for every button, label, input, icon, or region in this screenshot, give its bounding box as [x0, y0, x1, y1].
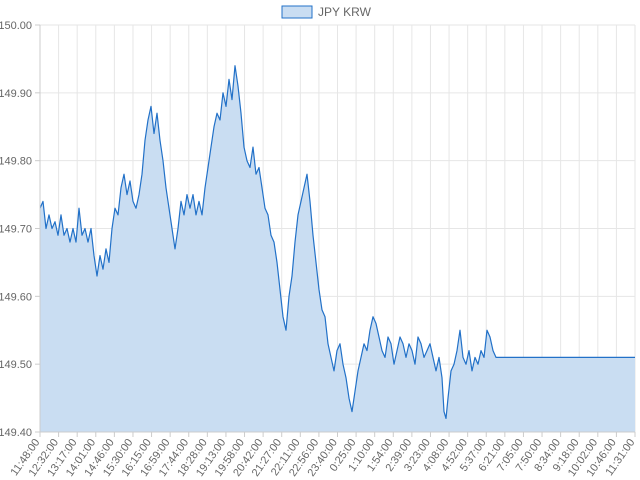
y-tick-label: 150.00 — [0, 20, 32, 32]
series-line — [39, 65, 635, 419]
legend-swatch — [281, 5, 313, 19]
legend-label: JPY KRW — [318, 5, 372, 19]
y-tick-label: 149.80 — [0, 156, 32, 168]
y-tick-label: 149.70 — [0, 224, 32, 236]
y-tick-label: 149.90 — [0, 88, 32, 100]
legend[interactable]: JPY KRW — [281, 5, 372, 19]
series-area — [39, 65, 635, 432]
y-tick-label: 149.60 — [0, 291, 32, 303]
y-tick-label: 149.50 — [0, 359, 32, 371]
y-tick-label: 149.40 — [0, 427, 32, 439]
